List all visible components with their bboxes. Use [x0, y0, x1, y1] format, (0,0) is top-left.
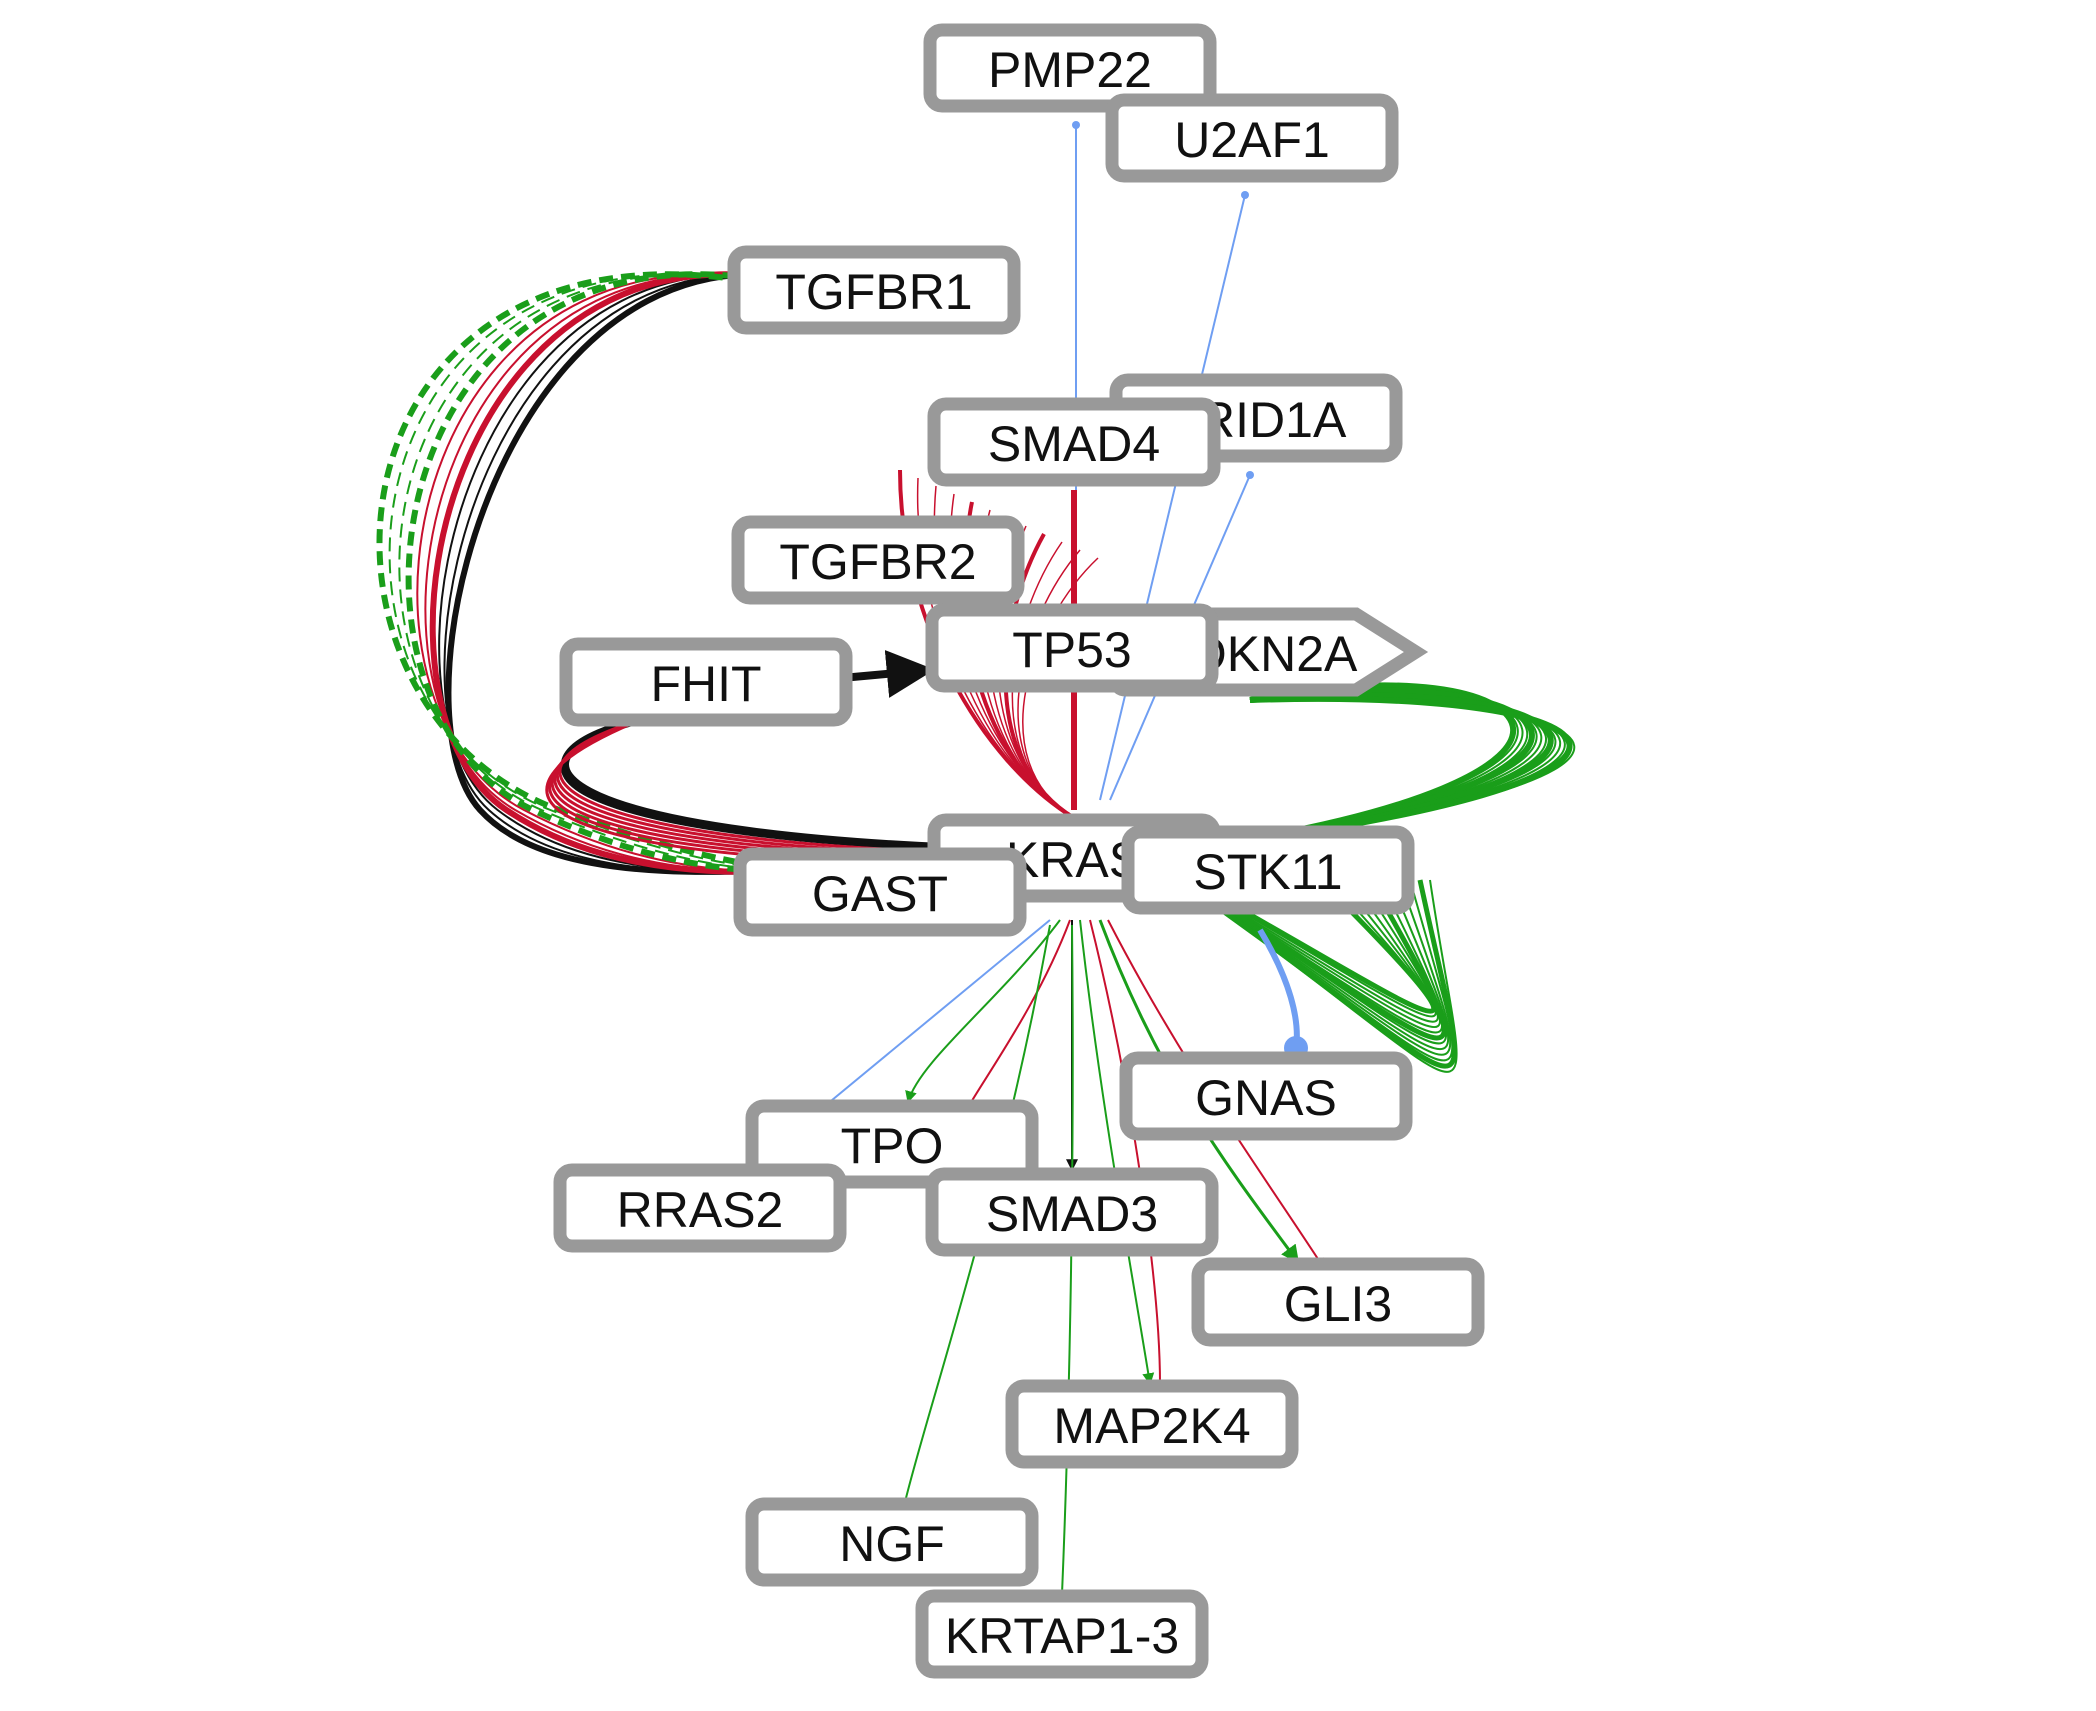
node-label: U2AF1 — [1174, 112, 1330, 168]
edge-kras-map2k4 — [1079, 919, 1155, 1386]
node-label: TGFBR2 — [779, 534, 976, 590]
loop-edge-cdkn2a-kras — [1179, 698, 1576, 851]
node-label: MAP2K4 — [1053, 1398, 1250, 1454]
node-box — [1119, 1051, 1413, 1141]
loop-edge-kras-stk11 — [1149, 859, 1437, 1018]
node-tgfbr1[interactable]: TGFBR1 — [727, 245, 1021, 335]
node-label: RRAS2 — [617, 1182, 784, 1238]
node-box — [745, 1099, 1039, 1189]
node-label: SMAD3 — [986, 1186, 1158, 1242]
node-label: TPO — [841, 1118, 944, 1174]
nodes-layer: PMP22U2AF1TGFBR1ARID1ASMAD4TGFBR2CDKN2AT… — [553, 23, 1485, 1679]
node-box — [731, 515, 1025, 605]
node-label: NGF — [839, 1516, 945, 1572]
node-ngf[interactable]: NGF — [745, 1497, 1039, 1587]
node-krtap1-3[interactable]: KRTAP1-3 — [915, 1589, 1209, 1679]
node-tgfbr2[interactable]: TGFBR2 — [731, 515, 1025, 605]
node-label: GLI3 — [1284, 1276, 1392, 1332]
node-label: TGFBR1 — [775, 264, 972, 320]
node-gast[interactable]: GAST — [733, 847, 1027, 937]
edge-kras-u2af1 — [1099, 191, 1249, 801]
loop-edge-kras-stk11 — [1148, 857, 1457, 1069]
edge-map2k4-kras — [1089, 919, 1161, 1385]
loop-edge-tgfbr1-kras — [376, 271, 1055, 875]
node-label: STK11 — [1193, 844, 1342, 900]
node-label: PMP22 — [988, 42, 1152, 98]
node-label: KRAS — [1006, 832, 1142, 888]
node-map2k4[interactable]: MAP2K4 — [1005, 1379, 1299, 1469]
node-stk11[interactable]: STK11 — [1121, 825, 1415, 915]
node-label: SMAD4 — [988, 416, 1160, 472]
node-rras2[interactable]: RRAS2 — [553, 1163, 847, 1253]
node-box — [925, 1167, 1219, 1257]
node-box — [727, 245, 1021, 335]
node-label: FHIT — [650, 656, 761, 712]
node-box — [559, 637, 853, 727]
loop-edge-kras-stk11 — [1149, 859, 1458, 1073]
node-label: TP53 — [1012, 622, 1132, 678]
node-pmp22[interactable]: PMP22 — [923, 23, 1217, 113]
node-tpo[interactable]: TPO — [745, 1099, 1039, 1189]
node-box — [1121, 825, 1415, 915]
node-box — [1105, 93, 1399, 183]
edge-kras-tpo — [905, 919, 1061, 1104]
node-smad3[interactable]: SMAD3 — [925, 1167, 1219, 1257]
node-label: GNAS — [1195, 1070, 1337, 1126]
edge-ngf-kras — [904, 924, 1051, 1503]
edge-kras-tpo-inh — [963, 919, 1071, 1109]
node-box — [1191, 1257, 1485, 1347]
node-box — [923, 23, 1217, 113]
loop-edge-kras-stk11 — [1149, 859, 1439, 1023]
node-tp53[interactable]: TP53 — [925, 603, 1219, 693]
node-label: GAST — [812, 866, 948, 922]
node-smad4[interactable]: SMAD4 — [927, 397, 1221, 487]
node-box — [553, 1163, 847, 1253]
node-box — [1005, 1379, 1299, 1469]
node-box — [915, 1589, 1209, 1679]
node-box — [733, 847, 1027, 937]
edge-krtap1-3-kras — [1061, 924, 1074, 1595]
node-fhit[interactable]: FHIT — [559, 637, 853, 727]
node-label: KRTAP1-3 — [945, 1608, 1179, 1664]
node-u2af1[interactable]: U2AF1 — [1105, 93, 1399, 183]
loop-edge-kras-stk11 — [1149, 859, 1441, 1029]
node-box — [927, 397, 1221, 487]
loop-edge-kras-stk11 — [1149, 859, 1452, 1056]
edge-kras-rras2 — [816, 919, 1051, 1114]
node-box — [925, 603, 1219, 693]
node-gnas[interactable]: GNAS — [1119, 1051, 1413, 1141]
node-box — [745, 1497, 1039, 1587]
edge-stk11-gnas — [1257, 928, 1308, 1060]
node-gli3[interactable]: GLI3 — [1191, 1257, 1485, 1347]
